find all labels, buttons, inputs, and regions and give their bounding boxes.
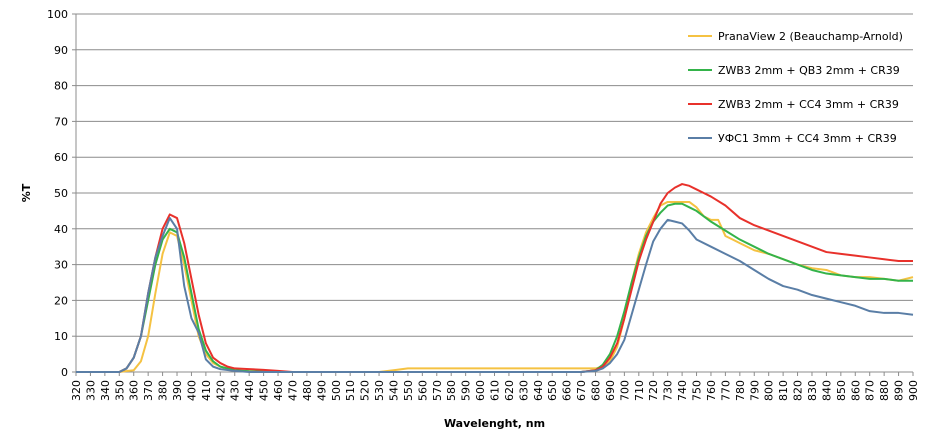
x-tick-label: 350 — [113, 380, 126, 401]
x-tick-label: 810 — [777, 380, 790, 401]
x-tick-label: 720 — [647, 380, 660, 401]
x-tick-label: 700 — [618, 380, 631, 401]
y-tick-label: 30 — [54, 259, 68, 272]
x-tick-label: 550 — [402, 380, 415, 401]
x-tick-label: 630 — [517, 380, 530, 401]
y-tick-label: 90 — [54, 44, 68, 57]
x-tick-label: 640 — [532, 380, 545, 401]
x-tick-label: 820 — [792, 380, 805, 401]
legend-label-4: УФС1 3mm + CC4 3mm + CR39 — [718, 132, 897, 145]
series-line-3 — [76, 183, 913, 373]
x-tick-label: 360 — [128, 380, 141, 401]
x-tick-label: 860 — [849, 380, 862, 401]
x-tick-label: 470 — [286, 380, 299, 401]
x-axis-title: Wavelenght, nm — [444, 417, 545, 430]
x-tick-label: 650 — [546, 380, 559, 401]
x-tick-label: 840 — [820, 380, 833, 401]
x-tick-label: 750 — [691, 380, 704, 401]
y-tick-label: 50 — [54, 187, 68, 200]
x-tick-label: 690 — [604, 380, 617, 401]
y-tick-label: 0 — [61, 366, 68, 379]
x-tick-label: 890 — [893, 380, 906, 401]
x-tick-label: 500 — [330, 380, 343, 401]
legend-label-1: PranaView 2 (Beauchamp-Arnold) — [718, 30, 903, 43]
legend: PranaView 2 (Beauchamp-Arnold) ZWB3 2mm +… — [688, 30, 903, 145]
series-lines — [76, 183, 914, 373]
y-tick-label: 100 — [47, 8, 68, 21]
x-tick-label: 660 — [561, 380, 574, 401]
x-tick-label: 680 — [590, 380, 603, 401]
series-line-4 — [76, 217, 914, 373]
x-tick-label: 430 — [229, 380, 242, 401]
x-tick-label: 790 — [748, 380, 761, 401]
x-tick-label: 730 — [662, 380, 675, 401]
x-tick-label: 850 — [835, 380, 848, 401]
series-line-2 — [76, 202, 913, 373]
x-tick-label: 830 — [806, 380, 819, 401]
legend-label-3: ZWB3 2mm + CC4 3mm + CR39 — [718, 98, 899, 111]
x-tick-label: 400 — [185, 380, 198, 401]
y-tick-label: 40 — [54, 223, 68, 236]
legend-label-2: ZWB3 2mm + QB3 2mm + CR39 — [718, 64, 900, 77]
x-tick-label: 780 — [734, 380, 747, 401]
x-tick-label: 570 — [431, 380, 444, 401]
x-tick-label: 440 — [243, 380, 256, 401]
y-tick-label: 10 — [54, 330, 68, 343]
x-tick-label: 390 — [171, 380, 184, 401]
x-tick-label: 530 — [373, 380, 386, 401]
x-tick-label: 340 — [99, 380, 112, 401]
x-tick-label: 370 — [142, 380, 155, 401]
x-tick-label: 670 — [575, 380, 588, 401]
x-tick-label: 580 — [445, 380, 458, 401]
x-tick-label: 510 — [344, 380, 357, 401]
x-tick-label: 520 — [359, 380, 372, 401]
x-tick-label: 490 — [315, 380, 328, 401]
x-tick-label: 710 — [633, 380, 646, 401]
x-tick-label: 410 — [200, 380, 213, 401]
x-tick-label: 460 — [272, 380, 285, 401]
x-tick-label: 880 — [878, 380, 891, 401]
x-tick-label: 740 — [676, 380, 689, 401]
x-tick-label: 480 — [301, 380, 314, 401]
x-tick-label: 870 — [864, 380, 877, 401]
y-tick-label: 20 — [54, 294, 68, 307]
x-tick-label: 330 — [84, 380, 97, 401]
y-tick-label: 60 — [54, 151, 68, 164]
x-tick-label: 610 — [489, 380, 502, 401]
y-axis-title: %T — [20, 183, 33, 202]
x-tick-label: 900 — [907, 380, 920, 401]
x-tick-label: 770 — [719, 380, 732, 401]
x-tick-label: 420 — [214, 380, 227, 401]
y-tick-label: 80 — [54, 80, 68, 93]
x-tick-label: 320 — [70, 380, 83, 401]
x-tick-label: 380 — [157, 380, 170, 401]
x-tick-label: 560 — [416, 380, 429, 401]
x-tick-label: 620 — [503, 380, 516, 401]
x-tick-label: 600 — [474, 380, 487, 401]
x-tick-label: 450 — [258, 380, 271, 401]
gridlines — [76, 13, 913, 337]
x-tick-label: 760 — [705, 380, 718, 401]
y-tick-label: 70 — [54, 115, 68, 128]
axes: 0 10 20 30 40 50 60 70 80 90 100 320 330 340 350 360 370… — [47, 8, 920, 401]
x-tick-label: 800 — [763, 380, 776, 401]
x-tick-label: 590 — [460, 380, 473, 401]
x-tick-label: 540 — [387, 380, 400, 401]
